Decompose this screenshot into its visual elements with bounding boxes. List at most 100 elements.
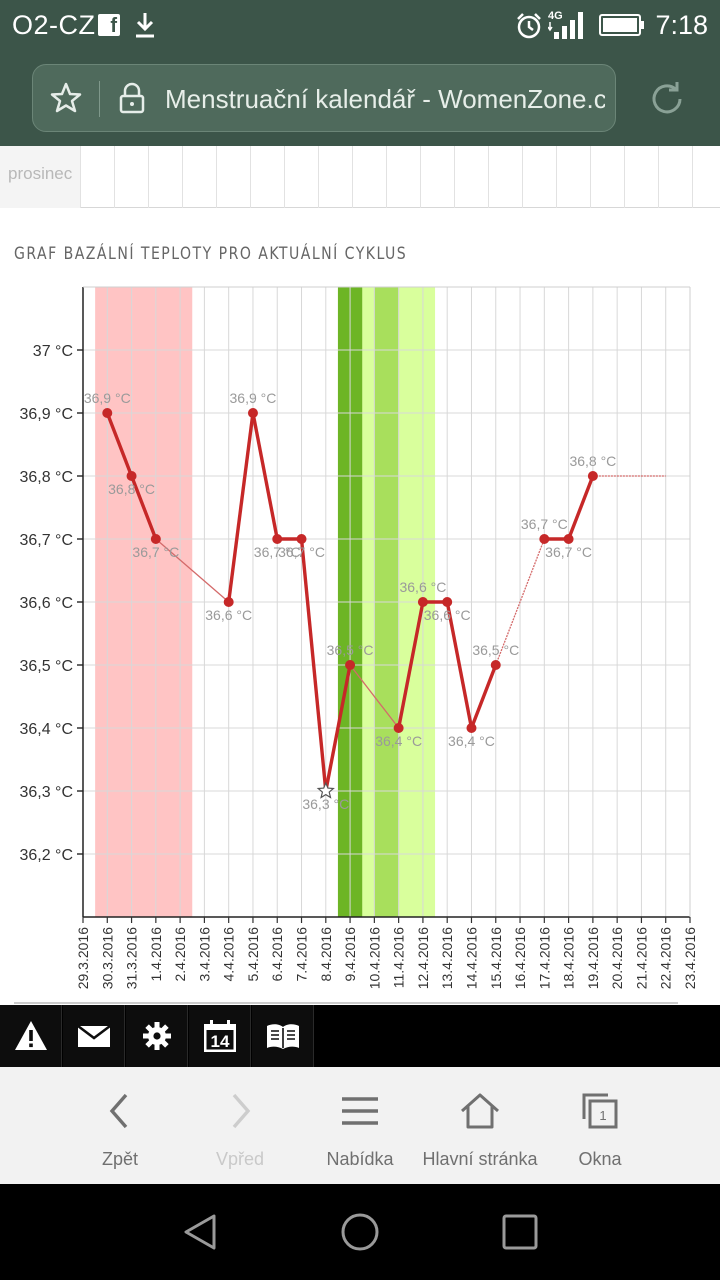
x-tick-label: 12.4.2016 (415, 927, 431, 989)
ovulation-star-marker[interactable] (316, 781, 335, 799)
settings-button[interactable] (126, 1005, 188, 1067)
calendar-button[interactable]: 14 (189, 1005, 251, 1067)
x-tick-label: 7.4.2016 (294, 927, 310, 982)
x-tick-label: 11.4.2016 (391, 927, 407, 988)
calendar-day-cell[interactable] (148, 146, 182, 208)
warning-icon (15, 1021, 47, 1050)
book-icon (267, 1024, 299, 1049)
system-navigation-bar (0, 1184, 720, 1280)
facebook-icon: f (98, 14, 120, 37)
data-point[interactable] (272, 534, 283, 544)
calendar-day-cell[interactable] (318, 146, 352, 208)
x-tick-label: 5.4.2016 (245, 927, 261, 982)
network-type: 4G (548, 10, 563, 22)
system-back-icon[interactable] (180, 1212, 220, 1252)
star-icon[interactable] (49, 81, 83, 115)
calendar-day-cell[interactable] (692, 146, 720, 208)
x-tick-label: 9.4.2016 (342, 927, 358, 982)
home-icon (461, 1093, 499, 1129)
browser-toolbar: Menstruační kalendář - WomenZone.cz (0, 52, 720, 146)
url-text[interactable]: Menstruační kalendář - WomenZone.cz (165, 84, 605, 114)
data-label: 36,9 °C (230, 390, 277, 406)
data-point[interactable] (393, 723, 404, 733)
y-tick-label: 36,2 °C (19, 847, 73, 864)
calendar-day-cell[interactable] (80, 146, 114, 208)
address-bar[interactable]: Menstruační kalendář - WomenZone.cz (32, 64, 616, 132)
data-point[interactable] (539, 534, 550, 544)
calendar-day-cell[interactable] (386, 146, 420, 208)
calendar-day-cell[interactable] (590, 146, 624, 208)
data-point[interactable] (223, 597, 234, 607)
calendar-day-cell[interactable] (624, 146, 658, 208)
data-label: 36,7 °C (545, 544, 592, 560)
data-point[interactable] (563, 534, 574, 544)
data-point[interactable] (102, 408, 113, 418)
windows-button[interactable]: 1 Okna (540, 1067, 660, 1184)
calendar-day-cell[interactable] (522, 146, 556, 208)
data-point[interactable] (466, 723, 477, 733)
calendar-day-cell[interactable] (556, 146, 590, 208)
calendar-day-cell[interactable] (284, 146, 318, 208)
system-home-icon[interactable] (340, 1212, 380, 1252)
data-point[interactable] (345, 660, 356, 670)
mail-icon (77, 1025, 111, 1047)
calendar-day-cell[interactable] (114, 146, 148, 208)
calendar-day-cell[interactable] (182, 146, 216, 208)
series-line-segment (567, 475, 595, 540)
data-point[interactable] (150, 534, 161, 544)
series-line-segment (251, 412, 279, 540)
calendar-day-cell[interactable] (658, 146, 692, 208)
app-toolbar: 14 (0, 1005, 720, 1067)
mail-button[interactable] (63, 1005, 125, 1067)
x-tick-label: 6.4.2016 (269, 927, 285, 982)
x-tick-label: 1.4.2016 (148, 927, 164, 982)
y-tick-label: 36,7 °C (19, 532, 73, 549)
x-tick-label: 10.4.2016 (366, 927, 382, 989)
system-recents-icon[interactable] (500, 1212, 540, 1252)
data-point[interactable] (587, 471, 598, 481)
x-tick-label: 23.4.2016 (682, 927, 698, 989)
calendar-day-cell[interactable] (352, 146, 386, 208)
calendar-month-label[interactable]: prosinec (0, 146, 80, 208)
data-point[interactable] (490, 660, 501, 670)
data-label: 36,7 °C (278, 544, 325, 560)
data-point[interactable] (126, 471, 137, 481)
data-point[interactable] (247, 408, 258, 418)
x-tick-label: 18.4.2016 (561, 927, 577, 989)
forward-button[interactable]: Vpřed (180, 1067, 300, 1184)
calendar-day-cell[interactable] (420, 146, 454, 208)
x-tick-label: 8.4.2016 (318, 927, 334, 982)
x-tick-label: 14.4.2016 (463, 927, 479, 989)
calendar-day-cells (80, 146, 720, 208)
data-label: 36,8 °C (108, 481, 155, 497)
book-button[interactable] (252, 1005, 314, 1067)
y-tick-label: 36,9 °C (19, 406, 73, 423)
home-button[interactable]: Hlavní stránka (420, 1067, 540, 1184)
alarm-icon (517, 13, 541, 39)
data-label: 36,6 °C (399, 579, 446, 595)
data-label: 36,6 °C (205, 607, 252, 623)
series-line-segment (495, 538, 545, 666)
status-bar: O2-CZ f 4G 7:18 (0, 0, 720, 52)
data-point[interactable] (442, 597, 453, 607)
windows-label: Okna (578, 1149, 622, 1169)
reload-icon[interactable] (646, 78, 688, 120)
calendar-day-cell[interactable] (454, 146, 488, 208)
x-tick-label: 15.4.2016 (488, 927, 504, 989)
back-button[interactable]: Zpět (60, 1067, 180, 1184)
x-tick-label: 22.4.2016 (658, 927, 674, 989)
calendar-day-cell[interactable] (250, 146, 284, 208)
calendar-day-cell[interactable] (488, 146, 522, 208)
data-label: 36,3 °C (302, 796, 349, 812)
address-bar-separator (99, 81, 100, 117)
x-tick-label: 20.4.2016 (609, 927, 625, 989)
data-point[interactable] (417, 597, 428, 607)
y-tick-label: 36,8 °C (19, 469, 73, 486)
data-point[interactable] (296, 534, 307, 544)
calendar-day-cell[interactable] (216, 146, 250, 208)
lock-icon (119, 82, 145, 114)
menu-button[interactable]: Nabídka (300, 1067, 420, 1184)
warning-button[interactable] (0, 1005, 62, 1067)
x-tick-label: 19.4.2016 (585, 927, 601, 989)
